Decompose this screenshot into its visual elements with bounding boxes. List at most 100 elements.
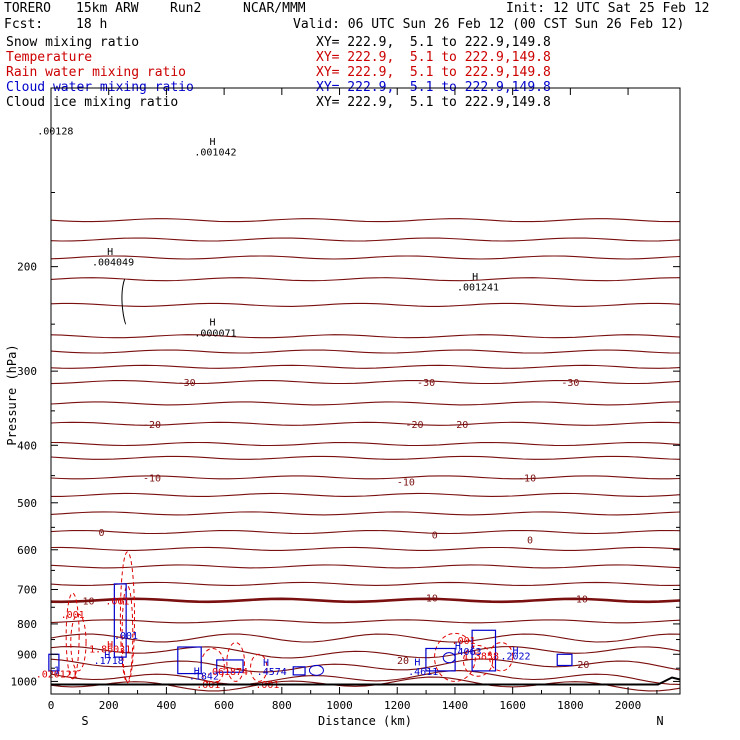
rain-contour: [119, 551, 136, 684]
isotherm-line: [50, 237, 681, 242]
snow-max-label: .000071: [194, 328, 236, 339]
legend-temperature-xy: XY= 222.9, 5.1 to 222.9,149.8: [316, 50, 551, 65]
x-tick-label: 1400: [442, 699, 469, 712]
isotherm-line: [50, 349, 681, 354]
cloud-water-contour: [308, 664, 324, 676]
rain-contour: [250, 653, 268, 682]
isotherm-line: [50, 475, 681, 480]
contour-labels: -30 -30 -30 -20 -20 -20 -10 -10 -10 0 0 0 10 10 10 20 20…: [36, 127, 590, 691]
header-run: Run2: [170, 1, 202, 16]
x-tick-label: 200: [99, 699, 119, 712]
cloud-water-contour: [216, 659, 244, 673]
rain-label: 1.86031: [89, 644, 131, 655]
cloud-water-label: .1842: [189, 671, 219, 682]
cloud-water-label: .001: [114, 631, 138, 642]
rain-contour: [121, 585, 134, 682]
isotherm-line: [50, 529, 681, 535]
isotherm-label: -10: [397, 477, 415, 488]
header-resolution: 15km ARW: [76, 1, 139, 16]
legend-rain: Rain water mixing ratio: [6, 65, 187, 80]
rain-contour: [434, 632, 476, 682]
isotherm-line: [50, 670, 681, 685]
isotherm-line: [50, 564, 681, 569]
legend-cloud-ice: Cloud ice mixing ratio: [6, 95, 179, 110]
cloud-water-label: .1: [48, 666, 60, 677]
isotherm-line: [50, 619, 681, 624]
isotherm-line: [50, 658, 681, 673]
axes: 0 200 400 600 800 1000 1200 1400 1600 1800 2000200…: [11, 88, 680, 712]
isotherm-label: 0: [432, 531, 438, 542]
y-tick-label: 900: [17, 648, 37, 661]
isotherm-line: [50, 455, 681, 460]
rain-contour: [65, 592, 80, 680]
rain-max-marker: H: [107, 640, 113, 651]
isotherm-label: -20: [143, 420, 161, 431]
x-tick-label: 0: [48, 699, 55, 712]
cloud-water-contour: [442, 652, 456, 664]
isotherm-line: [50, 597, 681, 604]
cloud-water-label: .4063: [451, 647, 481, 658]
cloud-water-contour: [292, 666, 306, 676]
rain-label: .061874: [206, 667, 248, 678]
isotherm-label: 0: [98, 528, 104, 539]
isotherm-label: -20: [406, 420, 424, 431]
plot-frame: [50, 87, 681, 695]
isotherm-line: [50, 277, 681, 282]
isotherm-line: [50, 646, 681, 659]
isotherm-line: [50, 441, 681, 447]
isotherm-label: -10: [143, 473, 161, 484]
isotherm-label: 10: [426, 593, 438, 604]
snow-max-label: .001042: [194, 148, 236, 159]
isotherm-line: [50, 676, 681, 692]
isotherm-line: [50, 364, 681, 369]
header-center: NCAR/MMM: [243, 1, 306, 16]
rain-contour: [226, 642, 245, 682]
rain-label: .001: [452, 636, 476, 647]
isotherm-line: [50, 401, 681, 406]
rain-label: .001: [105, 596, 129, 607]
isotherm-label: -20: [450, 420, 468, 431]
cloud-water-label: .4611: [408, 667, 438, 678]
isotherm-line: [50, 302, 681, 307]
y-tick-label: 700: [17, 584, 37, 597]
y-tick-label: 300: [17, 365, 37, 378]
isotherm-line: [50, 546, 681, 551]
cloud-water-max-marker: H: [513, 646, 519, 657]
y-tick-label: 800: [17, 618, 37, 631]
cloud-water-contour: [177, 646, 202, 675]
cloud-water-max-marker: H: [263, 658, 269, 669]
cloud-water-label: .1718: [94, 656, 124, 667]
cloud-water-max-marker: H: [455, 642, 461, 653]
x-tick-label: 1200: [384, 699, 411, 712]
y-tick-label: 200: [17, 261, 37, 274]
legend-temperature: Temperature: [6, 50, 93, 65]
snow-max-marker: H: [472, 272, 478, 283]
rain-label: .020121: [36, 670, 78, 681]
snow-max-label: .004049: [92, 257, 134, 268]
header-init: Init: 12 UTC Sat 25 Feb 12: [506, 1, 710, 16]
cloud-water-contour: [556, 653, 573, 667]
isotherm-line: [50, 380, 681, 385]
isotherm-line: [50, 334, 681, 339]
legend-snow-xy: XY= 222.9, 5.1 to 222.9,149.8: [316, 35, 551, 50]
isotherm-label: -30: [417, 378, 435, 389]
x-tick-label: 800: [272, 699, 292, 712]
snow-max-label: .001241: [457, 282, 499, 293]
x-tick-label: 400: [156, 699, 176, 712]
isotherm-label: -30: [178, 378, 196, 389]
x-axis-label: Distance (km): [318, 714, 412, 728]
isotherm-line: [50, 581, 681, 586]
x-tick-label: 600: [214, 699, 234, 712]
snow-contours: [121, 279, 127, 325]
snow-max-marker: H: [210, 137, 216, 148]
isotherm-line: [50, 511, 681, 516]
isotherm-label: 20: [397, 656, 409, 667]
cloud-water-max-marker: H: [104, 650, 110, 661]
rain-label: .001: [61, 610, 85, 621]
isotherm-line: [50, 218, 680, 223]
y-axis-label: Pressure (hPa): [5, 344, 19, 445]
cloud-water-label: .2022: [500, 652, 530, 663]
x-end-label-right: N: [656, 714, 663, 728]
legend-rain-xy: XY= 222.9, 5.1 to 222.9,149.8: [316, 65, 551, 80]
